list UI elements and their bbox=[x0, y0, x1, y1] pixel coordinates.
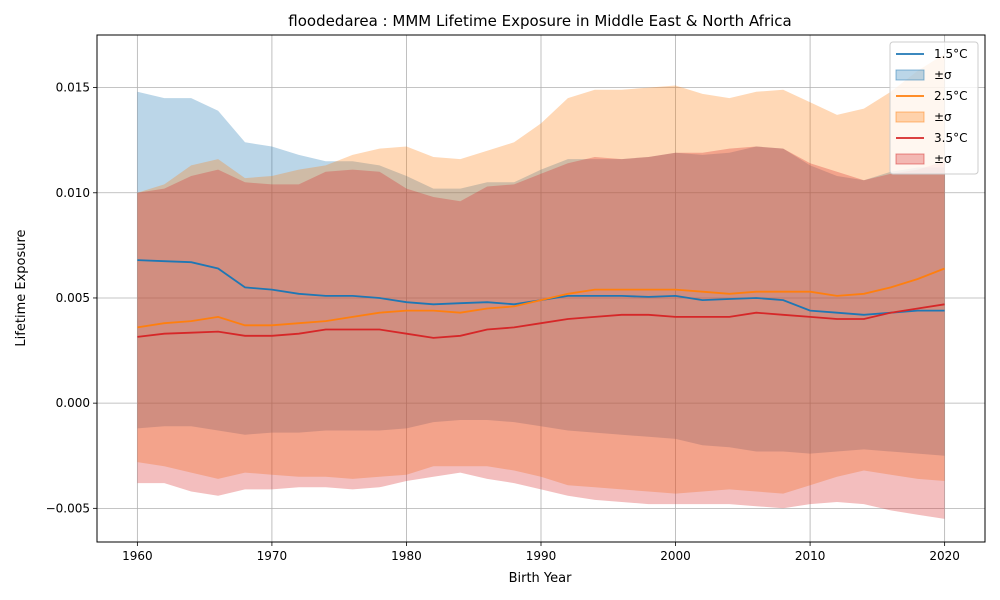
y-tick-label: −0.005 bbox=[46, 501, 90, 515]
series-lines bbox=[137, 259, 945, 339]
band-series-3 bbox=[137, 146, 945, 519]
grid bbox=[97, 35, 985, 542]
legend-label: 1.5°C bbox=[934, 47, 967, 61]
legend-band-swatch bbox=[895, 111, 925, 123]
x-tick-label: 1980 bbox=[391, 549, 422, 563]
legend-label: 3.5°C bbox=[934, 131, 967, 145]
band-series-2 bbox=[137, 53, 945, 494]
x-tick-label: 2000 bbox=[660, 549, 691, 563]
y-axis-label: Lifetime Exposure bbox=[14, 229, 29, 346]
legend-band-swatch bbox=[895, 69, 925, 81]
x-tick-label: 1990 bbox=[526, 549, 557, 563]
legend: 1.5°C ±σ 2.5°C ±σ 3.5°C ±σ bbox=[889, 41, 979, 175]
y-tick-label: 0.000 bbox=[56, 396, 90, 410]
bands bbox=[137, 53, 945, 519]
y-tick-label: 0.015 bbox=[56, 81, 90, 95]
y-tick-label: 0.005 bbox=[56, 291, 90, 305]
chart-title: floodedarea : MMM Lifetime Exposure in M… bbox=[288, 12, 791, 30]
legend-band-label: ±σ bbox=[934, 68, 952, 82]
line-series-2 bbox=[137, 267, 945, 329]
legend-band-label: ±σ bbox=[934, 152, 952, 166]
x-tick-label: 2010 bbox=[795, 549, 826, 563]
x-tick-label: 1960 bbox=[122, 549, 153, 563]
band-series-1 bbox=[137, 91, 945, 456]
legend-box bbox=[889, 41, 979, 175]
legend-band-label: ±σ bbox=[934, 110, 952, 124]
x-tick-label: 2020 bbox=[929, 549, 960, 563]
line-series-3 bbox=[137, 303, 945, 339]
x-axis-label: Birth Year bbox=[509, 571, 573, 586]
legend-band-swatch bbox=[895, 153, 925, 165]
y-axis: −0.005 0.000 0.005 0.010 0.015 bbox=[46, 81, 97, 515]
x-tick-label: 1970 bbox=[257, 549, 288, 563]
x-axis: 1960 1970 1980 1990 2000 2010 2020 bbox=[122, 542, 960, 563]
y-tick-label: 0.010 bbox=[56, 186, 90, 200]
legend-label: 2.5°C bbox=[934, 89, 967, 103]
